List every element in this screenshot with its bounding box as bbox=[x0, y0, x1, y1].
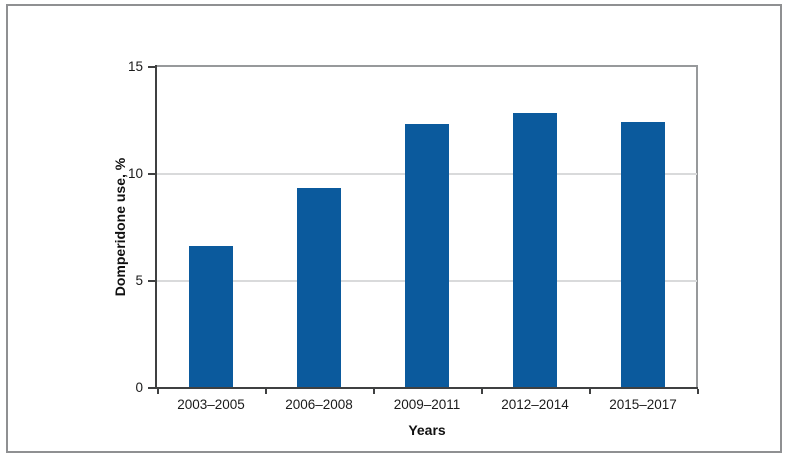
bar-2006–2008 bbox=[297, 187, 341, 387]
x-tick-label-2012–2014: 2012–2014 bbox=[501, 397, 569, 412]
y-tick-label-5: 5 bbox=[135, 273, 143, 288]
y-tick-15 bbox=[148, 66, 155, 68]
y-tick-5 bbox=[148, 280, 155, 282]
bar-2012–2014 bbox=[513, 113, 557, 387]
y-tick-label-15: 15 bbox=[127, 59, 143, 74]
y-axis-line bbox=[155, 65, 157, 389]
x-tick-3 bbox=[481, 389, 483, 394]
plot-frame-right bbox=[696, 65, 698, 388]
x-tick-label-2009–2011: 2009–2011 bbox=[393, 397, 461, 412]
x-tick-0 bbox=[157, 389, 159, 394]
x-tick-4 bbox=[589, 389, 591, 394]
bar-2009–2011 bbox=[405, 123, 449, 387]
plot-area bbox=[157, 66, 697, 387]
y-tick-label-0: 0 bbox=[135, 380, 143, 395]
x-axis-title: Years bbox=[408, 422, 446, 438]
bar-2003–2005 bbox=[189, 245, 233, 387]
y-tick-10 bbox=[148, 173, 155, 175]
x-tick-2 bbox=[373, 389, 375, 394]
y-axis-title: Domperidone use, % bbox=[105, 66, 135, 387]
x-tick-1 bbox=[265, 389, 267, 394]
y-tick-0 bbox=[148, 387, 155, 389]
figure-border: Domperidone use, % 0 5 10 15 2003–2005 2006–… bbox=[6, 4, 782, 453]
x-tick-label-2006–2008: 2006–2008 bbox=[285, 397, 353, 412]
plot-frame-top bbox=[155, 65, 698, 67]
x-tick-5 bbox=[697, 389, 699, 394]
x-tick-label-2015–2017: 2015–2017 bbox=[609, 397, 677, 412]
y-tick-label-10: 10 bbox=[127, 166, 143, 181]
bar-2015–2017 bbox=[621, 121, 665, 387]
x-axis-line bbox=[155, 387, 698, 389]
x-tick-label-2003–2005: 2003–2005 bbox=[177, 397, 245, 412]
